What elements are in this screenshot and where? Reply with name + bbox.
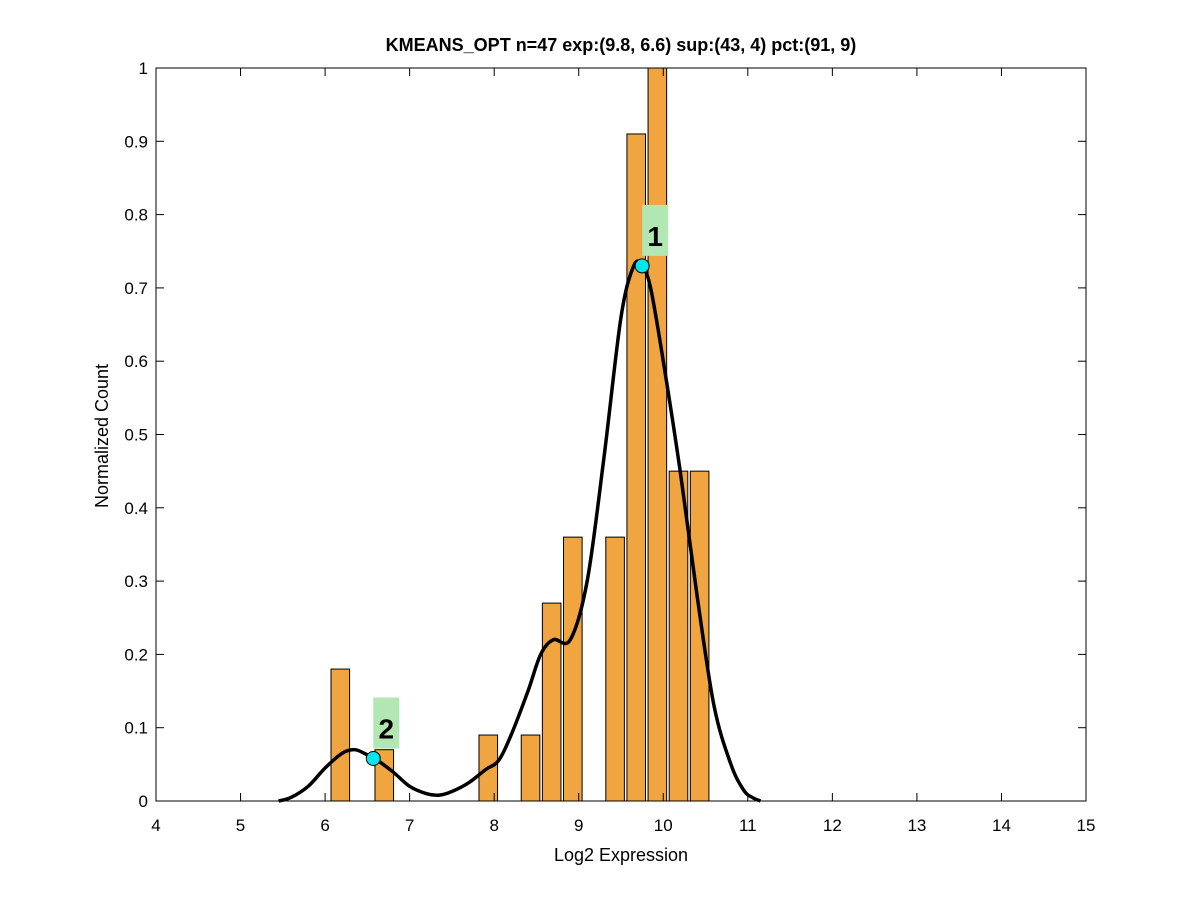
histogram-bar bbox=[668, 470, 689, 802]
peaks-layer: 12 bbox=[365, 204, 669, 766]
y-tick-label: 0.9 bbox=[124, 132, 148, 151]
y-tick-label: 0 bbox=[139, 792, 148, 811]
x-tick-label: 14 bbox=[992, 816, 1011, 835]
peak-label: 2 bbox=[378, 713, 394, 744]
x-tick-label: 9 bbox=[574, 816, 583, 835]
x-axis-label: Log2 Expression bbox=[554, 845, 688, 865]
peak-marker bbox=[365, 750, 381, 766]
y-axis: 0 0.1 0.2 0.3 0.4 0.5 0.6 0.7 0.8 0.9 1 bbox=[124, 59, 1086, 811]
histogram-bar bbox=[520, 734, 541, 802]
x-tick-label: 5 bbox=[236, 816, 245, 835]
x-tick-label: 4 bbox=[151, 816, 160, 835]
x-tick-label: 7 bbox=[405, 816, 414, 835]
histogram-bar bbox=[689, 470, 710, 802]
y-tick-label: 0.4 bbox=[124, 499, 148, 518]
histogram-bar bbox=[563, 536, 583, 802]
y-tick-label: 0.2 bbox=[124, 645, 148, 664]
x-tick-label: 8 bbox=[489, 816, 498, 835]
y-tick-label: 0.7 bbox=[124, 279, 148, 298]
peak-label-background bbox=[642, 204, 669, 256]
histogram-bar bbox=[330, 668, 351, 802]
histogram-bar bbox=[605, 536, 625, 802]
x-tick-label: 12 bbox=[823, 816, 842, 835]
y-tick-label: 0.6 bbox=[124, 352, 148, 371]
y-tick-label: 0.1 bbox=[124, 719, 148, 738]
histogram-bar bbox=[541, 602, 562, 802]
y-tick-label: 0.3 bbox=[124, 572, 148, 591]
y-tick-label: 1 bbox=[139, 59, 148, 78]
y-tick-label: 0.8 bbox=[124, 206, 148, 225]
x-tick-label: 6 bbox=[320, 816, 329, 835]
x-tick-label: 11 bbox=[739, 816, 757, 835]
peak-label: 1 bbox=[647, 221, 663, 252]
y-tick-label: 0.5 bbox=[124, 426, 148, 445]
peak-marker bbox=[634, 258, 650, 274]
x-tick-label: 10 bbox=[654, 816, 673, 835]
x-axis: 4 5 6 7 8 9 10 11 12 13 14 15 bbox=[151, 68, 1095, 835]
histogram-bar bbox=[647, 67, 668, 802]
y-axis-label: Normalized Count bbox=[92, 364, 112, 508]
peak-label-background bbox=[373, 697, 400, 749]
chart-title: KMEANS_OPT n=47 exp:(9.8, 6.6) sup:(43, … bbox=[386, 35, 857, 55]
x-tick-label: 13 bbox=[907, 816, 926, 835]
x-tick-label: 15 bbox=[1077, 816, 1096, 835]
